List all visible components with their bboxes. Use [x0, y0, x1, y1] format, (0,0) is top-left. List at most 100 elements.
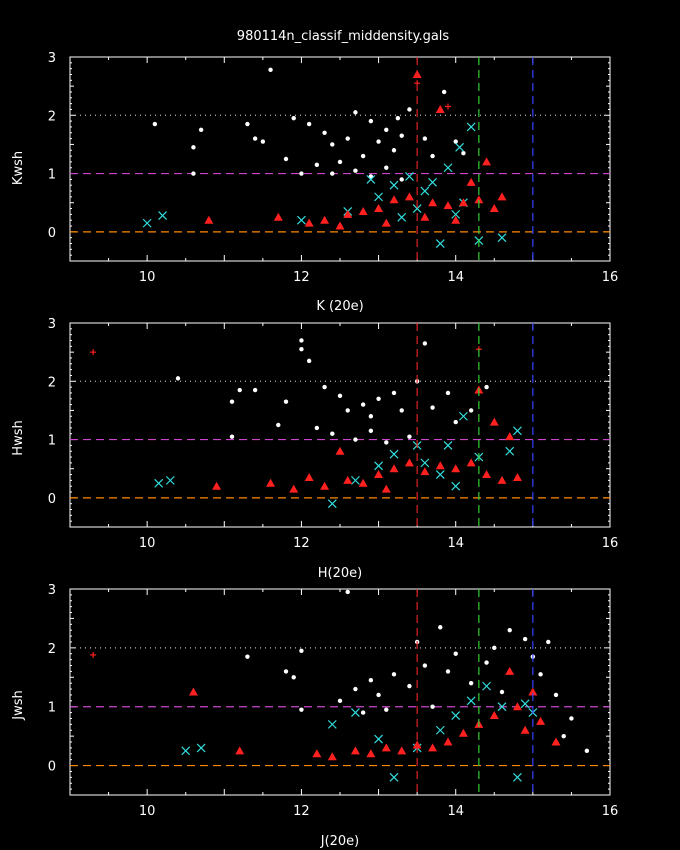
jwsh-white-point [353, 686, 358, 692]
hwsh-red-triangle [404, 458, 414, 467]
jwsh-cyan-cross [435, 725, 445, 735]
kwsh-white-point [260, 139, 266, 144]
kwsh-white-point [345, 136, 350, 141]
kwsh-white-point [360, 153, 366, 159]
hwsh-white-point [453, 419, 458, 425]
hwsh-white-point [368, 428, 374, 434]
hwsh-cyan-cross [154, 478, 164, 488]
kwsh-y-tick-label: 0 [48, 226, 56, 241]
jwsh-white-point [569, 716, 574, 721]
kwsh-white-point [314, 162, 320, 168]
hwsh-white-point [330, 431, 335, 436]
hwsh-white-point [353, 437, 358, 442]
jwsh-cyan-cross [374, 734, 383, 744]
jwsh-cyan-cross [451, 711, 461, 720]
hwsh-cyan-cross [451, 481, 461, 491]
hwsh-white-point [468, 408, 474, 413]
hwsh-cyan-cross [327, 499, 337, 509]
kwsh-white-point [306, 121, 312, 127]
kwsh-x-tick-label: 16 [602, 270, 619, 285]
kwsh-red-triangle [474, 195, 484, 204]
hwsh-white-point [276, 422, 281, 428]
kwsh-cyan-cross [397, 212, 407, 222]
hwsh-red-triangle [343, 475, 353, 484]
kwsh-white-point [330, 171, 335, 176]
kwsh-white-point [152, 121, 158, 127]
jwsh-y-axis-label: Jwsh [11, 690, 26, 720]
hwsh-x-tick-label: 10 [139, 536, 156, 551]
hwsh-red-plus [90, 349, 97, 356]
kwsh-red-triangle [435, 104, 445, 113]
jwsh-x-axis-label: J(20e) [320, 834, 360, 849]
kwsh-white-point [368, 118, 374, 124]
jwsh-x-tick-label: 16 [602, 804, 619, 819]
jwsh-white-point [453, 651, 458, 656]
kwsh-red-triangle [404, 192, 414, 201]
kwsh-white-point [322, 130, 327, 135]
kwsh-white-point [384, 127, 389, 133]
jwsh-red-triangle [428, 743, 438, 752]
jwsh-red-triangle [397, 746, 407, 755]
hwsh-red-triangle [482, 470, 492, 479]
kwsh-cyan-cross [451, 209, 461, 219]
kwsh-x-tick-label: 10 [139, 270, 156, 285]
kwsh-red-triangle [320, 215, 330, 224]
hwsh-red-triangle [289, 484, 299, 493]
kwsh-cyan-cross [443, 163, 453, 173]
hwsh-y-tick-label: 3 [48, 317, 56, 332]
jwsh-white-point [438, 625, 443, 630]
hwsh-white-point [345, 408, 350, 413]
kwsh-white-point [399, 133, 404, 138]
kwsh-white-point [291, 116, 296, 121]
hwsh-cyan-cross [374, 461, 383, 471]
jwsh-red-triangle [505, 666, 515, 675]
hwsh-plot-frame [69, 322, 611, 528]
kwsh-cyan-cross [420, 186, 430, 196]
hwsh-white-point [322, 384, 327, 390]
kwsh-red-triangle [466, 177, 476, 186]
hwsh-red-triangle [381, 484, 391, 493]
kwsh-red-triangle [428, 198, 438, 207]
kwsh-white-point [391, 148, 397, 153]
kwsh-white-point [441, 89, 447, 95]
jwsh-y-tick-label: 2 [48, 642, 56, 657]
jwsh-white-point [245, 654, 250, 659]
jwsh-white-point [430, 704, 435, 709]
jwsh-cyan-cross [466, 696, 476, 706]
kwsh-red-triangle [343, 209, 353, 218]
jwsh-white-point [376, 692, 381, 698]
jwsh-white-point [360, 710, 366, 715]
jwsh-y-tick-label: 1 [48, 701, 56, 716]
jwsh-red-triangle [489, 711, 499, 720]
hwsh-white-point [368, 414, 374, 419]
hwsh-white-point [314, 425, 320, 431]
jwsh-red-triangle [551, 737, 561, 746]
jwsh-red-triangle [520, 725, 530, 734]
hwsh-y-tick-label: 1 [48, 434, 56, 449]
jwsh-white-point [492, 645, 497, 651]
jwsh-cyan-cross [181, 746, 191, 756]
hwsh-white-point [407, 434, 412, 439]
kwsh-cyan-cross [158, 211, 167, 220]
jwsh-white-point [391, 672, 397, 677]
jwsh-plot-frame [69, 588, 611, 796]
kwsh-cyan-cross [428, 177, 437, 187]
hwsh-cyan-cross [351, 475, 360, 485]
jwsh-white-point [468, 680, 474, 686]
kwsh-y-tick-label: 2 [48, 109, 56, 124]
hwsh-cyan-cross [435, 470, 445, 479]
hwsh-y-tick-label: 0 [48, 492, 56, 507]
hwsh-cyan-cross [443, 440, 453, 450]
jwsh-red-triangle [350, 746, 360, 755]
hwsh-white-point [175, 376, 181, 381]
jwsh-white-point [445, 669, 451, 674]
jwsh-white-point [299, 707, 304, 712]
chart-title: 980114n_classif_middensity.gals [237, 29, 450, 44]
jwsh-red-triangle [366, 749, 376, 758]
kwsh-white-point [268, 67, 273, 73]
jwsh-cyan-cross [351, 708, 360, 718]
jwsh-white-point [368, 678, 374, 683]
jwsh-red-triangle [381, 743, 391, 752]
